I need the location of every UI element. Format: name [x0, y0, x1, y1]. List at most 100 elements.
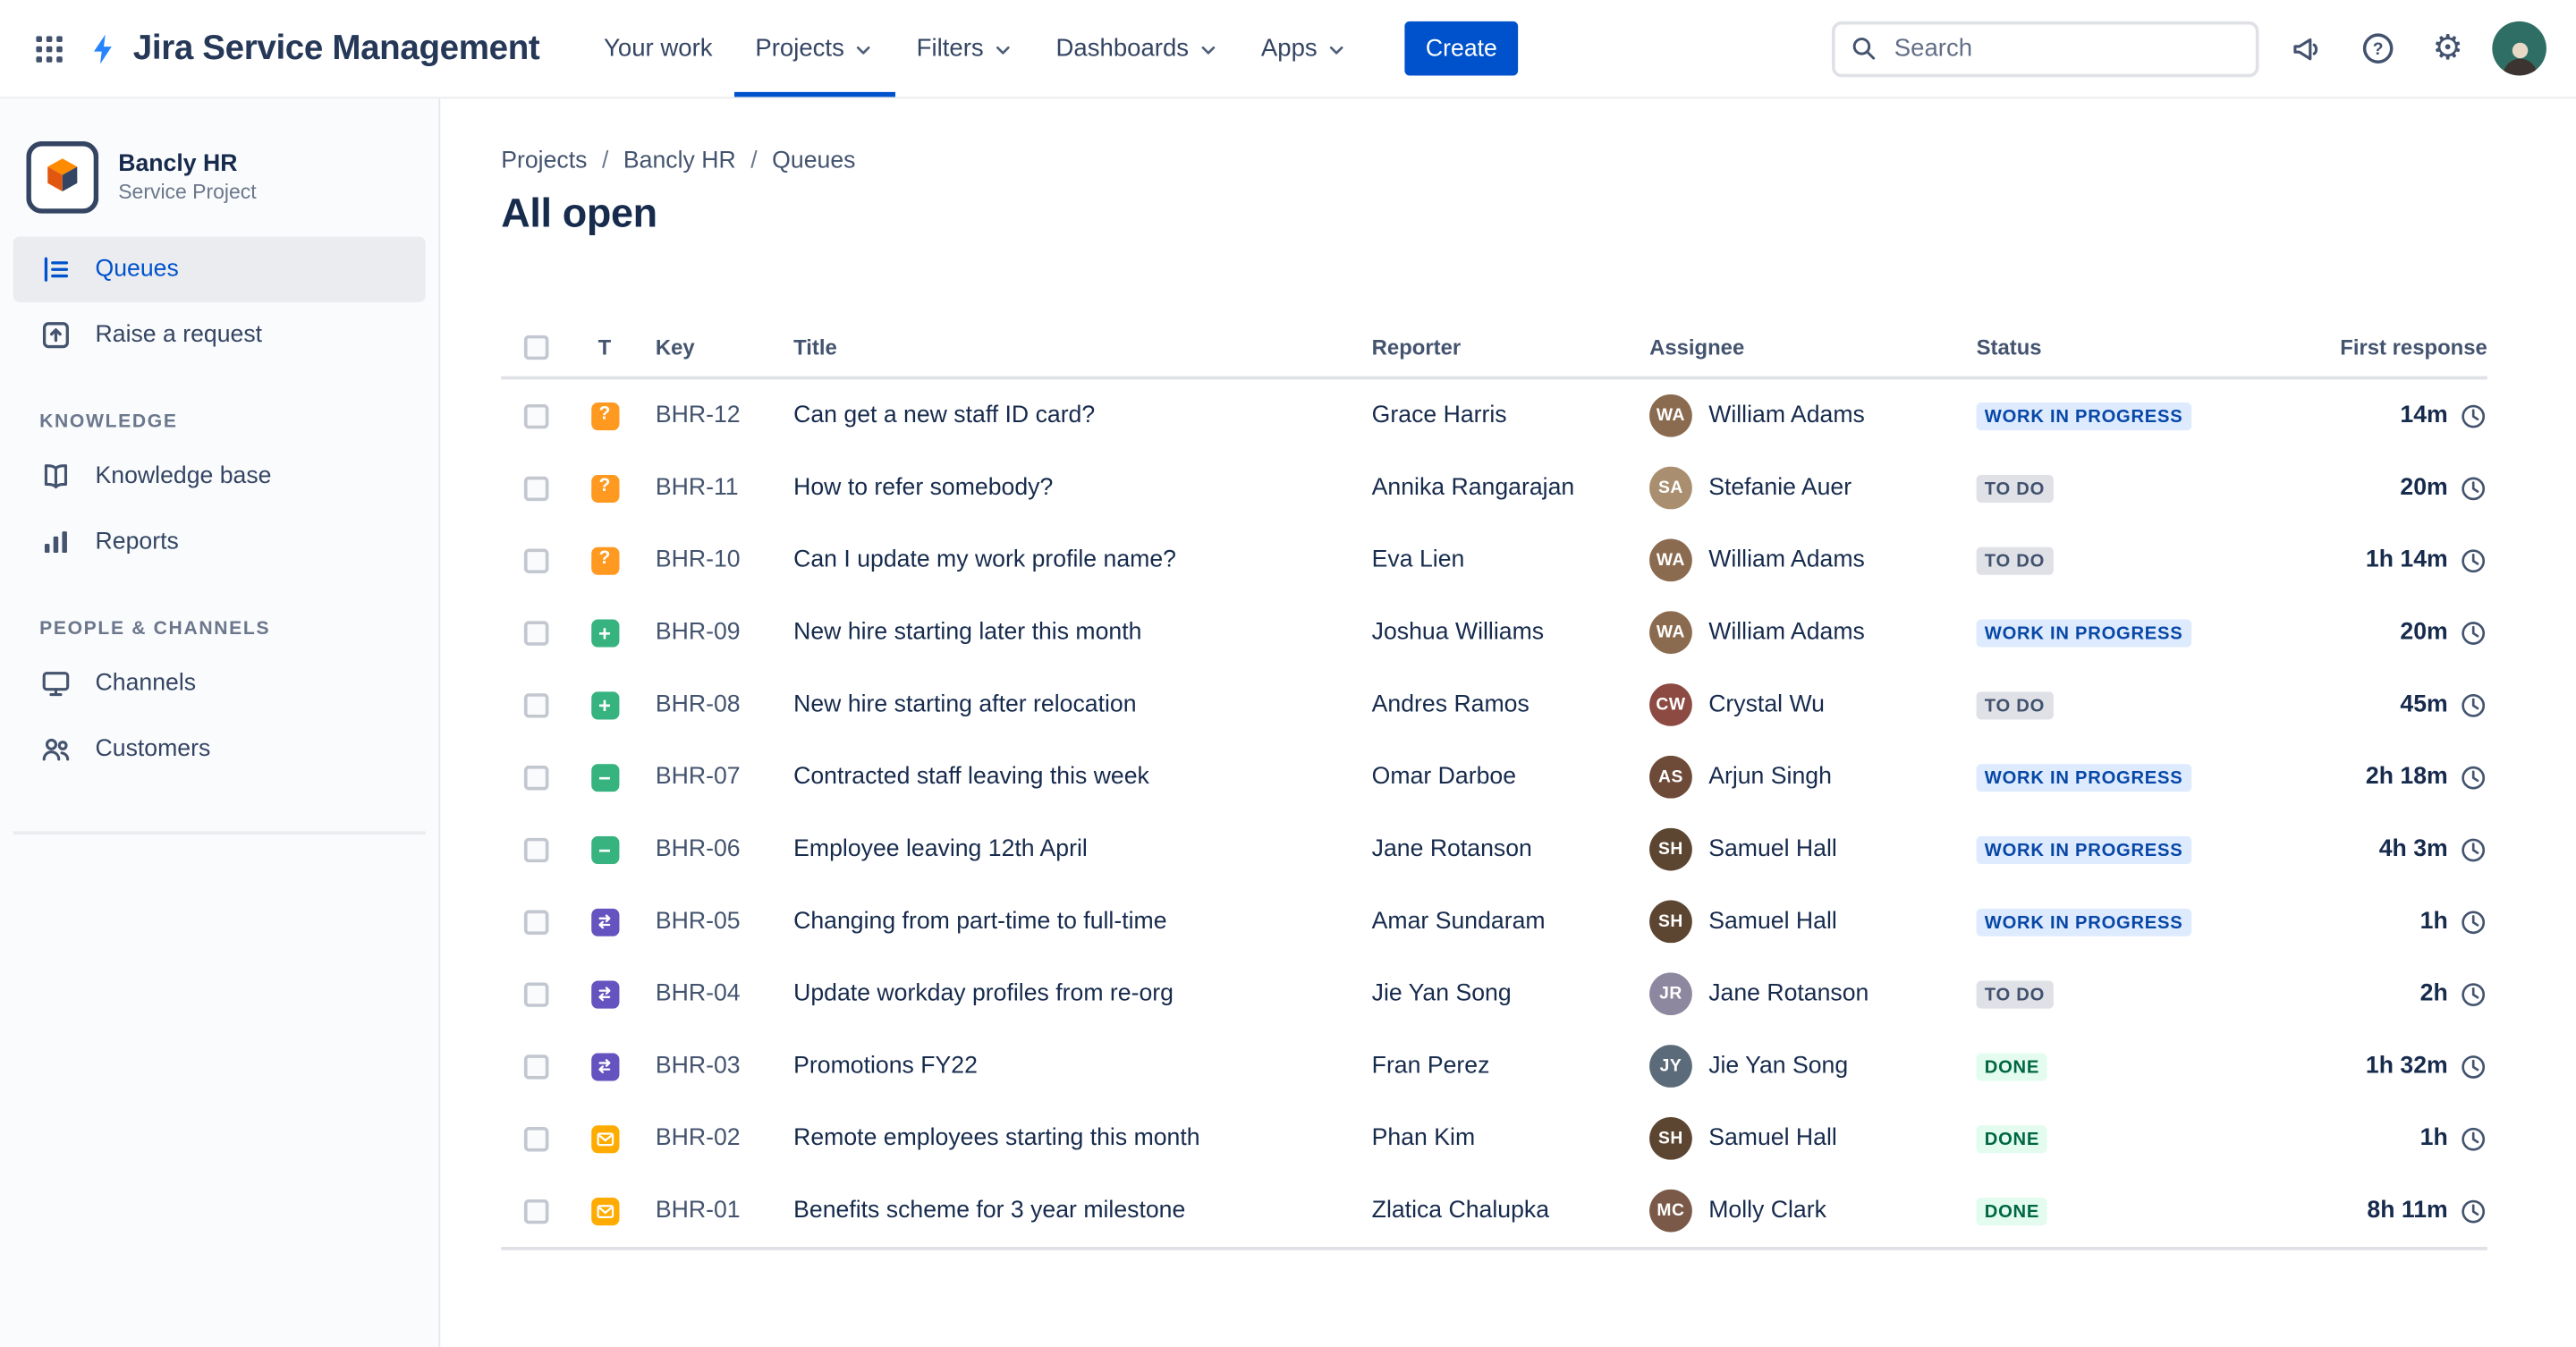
assignee-name: Samuel Hall	[1708, 835, 1837, 863]
first-response-cell: 14m	[2299, 402, 2487, 429]
column-header-t: T	[597, 334, 612, 360]
select-all-checkbox[interactable]	[522, 334, 548, 360]
assignee-avatar: SA	[1649, 466, 1692, 510]
queue-page: Projects / Bancly HR / Queues All open T Key T…	[440, 98, 2576, 1347]
issue-title-link[interactable]: Employee leaving 12th April	[793, 835, 1088, 863]
column-header-title: Title	[793, 334, 837, 360]
issue-key: BHR-09	[655, 619, 741, 646]
issue-title-link[interactable]: Update workday profiles from re-org	[793, 980, 1174, 1007]
row-checkbox[interactable]	[522, 1126, 548, 1151]
change-type-icon	[590, 907, 619, 936]
sidebar-item-label: Channels	[95, 670, 197, 697]
table-row: BHR-01 Benefits scheme for 3 year milesto…	[501, 1174, 2487, 1247]
issue-title-link[interactable]: New hire starting later this month	[793, 619, 1142, 646]
issue-title-link[interactable]: Promotions FY22	[793, 1053, 978, 1080]
sidebar-item-customers[interactable]: Customers	[13, 716, 426, 782]
row-checkbox[interactable]	[522, 764, 548, 790]
issue-title-link[interactable]: Changing from part-time to full-time	[793, 908, 1167, 936]
row-checkbox[interactable]	[522, 475, 548, 501]
search-box[interactable]	[1831, 20, 2259, 77]
row-checkbox[interactable]	[522, 402, 548, 428]
assignee-name: Crystal Wu	[1708, 691, 1825, 718]
search-input[interactable]	[1891, 32, 2241, 64]
sidebar-item-label: Reports	[95, 529, 179, 555]
announcements-button[interactable]	[2280, 22, 2333, 75]
clock-icon	[2462, 693, 2486, 716]
first-response-cell: 2h 18m	[2299, 763, 2487, 791]
issue-title-link[interactable]: New hire starting after relocation	[793, 691, 1137, 718]
assignee-avatar: SH	[1649, 900, 1692, 944]
nav-label: Projects	[755, 34, 844, 63]
sidebar-section-knowledge: KNOWLEDGE	[39, 412, 178, 433]
channels-icon	[39, 667, 72, 700]
jira-logo[interactable]: Jira Service Management	[86, 29, 540, 68]
row-checkbox[interactable]	[522, 1054, 548, 1079]
nav-projects[interactable]: Projects	[733, 0, 895, 97]
assignee-name: Jane Rotanson	[1708, 980, 1869, 1007]
breadcrumb-separator: /	[750, 148, 758, 174]
settings-button[interactable]: ⚙	[2421, 22, 2474, 75]
swap-glyph	[598, 1059, 611, 1073]
clock-icon	[2462, 1055, 2486, 1078]
issue-title-link[interactable]: Remote employees starting this month	[793, 1125, 1200, 1152]
issue-title-link[interactable]: Can I update my work profile name?	[793, 546, 1176, 574]
sidebar-item-queues[interactable]: Queues	[13, 236, 426, 302]
add-type-icon: +	[590, 690, 619, 719]
issue-key: BHR-07	[655, 764, 741, 791]
table-row: + BHR-09 New hire starting later this mont…	[501, 597, 2487, 669]
sidebar-item-channels[interactable]: Channels	[13, 650, 426, 716]
clock-icon	[2462, 1126, 2486, 1150]
assignee-cell: JY Jie Yan Song	[1641, 1045, 1953, 1088]
row-checkbox[interactable]	[522, 836, 548, 862]
assignee-cell: WA William Adams	[1641, 538, 1953, 582]
megaphone-icon	[2293, 37, 2318, 60]
top-navigation-bar: Jira Service Management Your work Project…	[0, 0, 2576, 99]
project-avatar	[26, 140, 99, 214]
create-button[interactable]: Create	[1404, 21, 1519, 76]
row-checkbox[interactable]	[522, 981, 548, 1006]
sidebar-item-knowledge-base[interactable]: Knowledge base	[13, 444, 426, 509]
status-badge: WORK IN PROGRESS	[1976, 907, 2191, 936]
breadcrumb-link-projects[interactable]: Projects	[501, 148, 588, 174]
sidebar-item-raise-a-request[interactable]: Raise a request	[13, 302, 426, 368]
nav-filters[interactable]: Filters	[895, 0, 1035, 97]
first-response-cell: 1h	[2299, 908, 2487, 936]
issue-title-link[interactable]: Contracted staff leaving this week	[793, 764, 1149, 791]
issue-title-link[interactable]: Can get a new staff ID card?	[793, 402, 1096, 429]
project-header: Bancly HR Service Project	[0, 140, 438, 237]
assignee-cell: CW Crystal Wu	[1641, 683, 1953, 726]
project-sidebar: Bancly HR Service Project Queues Raise a …	[0, 98, 441, 1347]
nav-dashboards[interactable]: Dashboards	[1035, 0, 1240, 97]
table-row: − BHR-06 Employee leaving 12th April Jane R…	[501, 813, 2487, 885]
nav-your-work[interactable]: Your work	[582, 0, 733, 97]
first-response-time: 45m	[2400, 691, 2448, 718]
issue-title-link[interactable]: How to refer somebody?	[793, 474, 1054, 502]
clock-icon	[2462, 982, 2486, 1006]
row-checkbox[interactable]	[522, 1198, 548, 1224]
table-row: − BHR-07 Contracted staff leaving this wee…	[501, 741, 2487, 813]
chevron-down-icon	[1200, 46, 1215, 55]
assignee-name: Samuel Hall	[1708, 908, 1837, 936]
first-response-cell: 45m	[2299, 690, 2487, 718]
sidebar-divider	[13, 831, 426, 835]
first-response-time: 2h 18m	[2365, 764, 2448, 791]
assignee-name: William Adams	[1708, 402, 1865, 429]
breadcrumb-link-bancly-hr[interactable]: Bancly HR	[623, 148, 736, 174]
remove-type-icon: −	[590, 834, 619, 864]
row-checkbox[interactable]	[522, 620, 548, 645]
table-body: ? BHR-12 Can get a new staff ID card? Grace…	[501, 379, 2487, 1250]
clock-icon	[2462, 837, 2486, 861]
project-name: Bancly HR	[118, 150, 238, 178]
row-checkbox[interactable]	[522, 692, 548, 717]
sidebar-item-reports[interactable]: Reports	[13, 509, 426, 574]
help-button[interactable]: ?	[2351, 22, 2403, 75]
breadcrumb-link-queues[interactable]: Queues	[772, 148, 856, 174]
nav-apps[interactable]: Apps	[1240, 0, 1368, 97]
row-checkbox[interactable]	[522, 909, 548, 935]
issue-title-link[interactable]: Benefits scheme for 3 year milestone	[793, 1197, 1186, 1224]
question-type-icon: ?	[590, 546, 619, 574]
app-switcher-button[interactable]	[23, 22, 76, 75]
row-checkbox[interactable]	[522, 547, 548, 573]
user-avatar[interactable]	[2492, 21, 2546, 76]
table-row: BHR-03 Promotions FY22 Fran Perez JY Jie Yan…	[501, 1030, 2487, 1103]
